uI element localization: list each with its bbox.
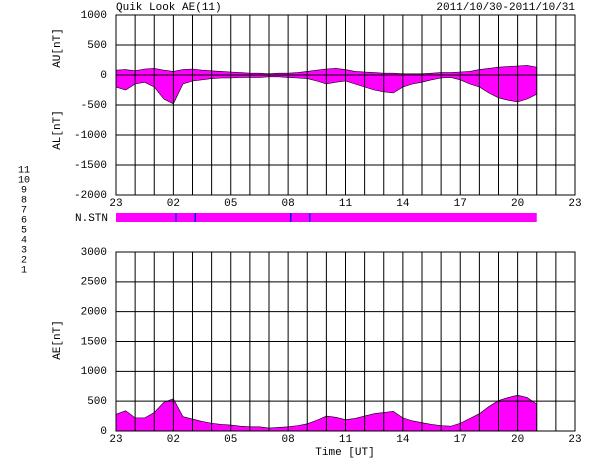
y-tick-label: 2000 <box>81 307 107 319</box>
y-tick-label: 500 <box>87 40 107 52</box>
station-legend-label: 5 <box>21 226 27 237</box>
station-segment <box>195 213 291 222</box>
y-tick-label: 0 <box>100 426 107 438</box>
x-tick-label: 20 <box>511 198 524 210</box>
x-tick-label: 02 <box>167 434 180 446</box>
x-tick-label: 05 <box>224 198 237 210</box>
y-tick-label: -1000 <box>74 130 107 142</box>
station-legend-label: 2 <box>21 256 27 267</box>
x-tick-label: 23 <box>109 198 122 210</box>
station-legend-label: 4 <box>21 236 27 247</box>
station-legend-label: 1 <box>21 266 27 277</box>
date-range: 2011/10/30-2011/10/31 <box>436 2 575 14</box>
station-segment <box>175 213 177 222</box>
y-tick-label: 2500 <box>81 277 107 289</box>
x-tick-label: 14 <box>396 434 410 446</box>
y-tick-label: 1500 <box>81 336 107 348</box>
x-tick-label: 05 <box>224 434 237 446</box>
station-segment <box>116 213 176 222</box>
plot-frame <box>115 14 576 196</box>
x-tick-label: 11 <box>339 198 353 210</box>
x-tick-label: 23 <box>568 434 581 446</box>
station-legend-label: 8 <box>21 196 27 207</box>
n-stn-label: N.STN <box>75 213 108 225</box>
x-tick-label: 08 <box>282 434 295 446</box>
x-tick-label: 17 <box>454 198 467 210</box>
y-tick-label: 0 <box>100 70 107 82</box>
x-tick-label: 23 <box>568 198 581 210</box>
y-axis-label: AU[nT] <box>52 28 64 68</box>
y-tick-label: 500 <box>87 396 107 408</box>
x-axis-label: Time [UT] <box>315 447 374 459</box>
plot-frame <box>115 251 576 432</box>
x-tick-label: 08 <box>282 198 295 210</box>
y-axis-label: AL[nT] <box>52 110 64 150</box>
station-segment <box>291 213 310 222</box>
station-segment <box>194 213 196 222</box>
station-segment <box>309 213 311 222</box>
station-segment <box>176 213 195 222</box>
chart-title: Quik Look AE(11) <box>116 2 222 14</box>
station-legend-label: 9 <box>21 186 27 197</box>
y-tick-label: -1500 <box>74 160 107 172</box>
station-legend-label: 7 <box>21 206 27 217</box>
station-segment <box>290 213 292 222</box>
station-segment <box>310 213 537 222</box>
y-tick-label: 1000 <box>81 10 107 22</box>
y-tick-label: 1000 <box>81 366 107 378</box>
y-tick-label: -500 <box>81 100 107 112</box>
station-legend-label: 11 <box>18 166 30 177</box>
x-tick-label: 14 <box>396 198 410 210</box>
x-tick-label: 17 <box>454 434 467 446</box>
x-tick-label: 20 <box>511 434 524 446</box>
y-tick-label: -2000 <box>74 190 107 202</box>
x-tick-label: 23 <box>109 434 122 446</box>
x-tick-label: 02 <box>167 198 180 210</box>
y-axis-label: AE[nT] <box>52 320 64 360</box>
y-tick-label: 3000 <box>81 247 107 259</box>
x-tick-label: 11 <box>339 434 353 446</box>
station-legend-label: 10 <box>18 176 30 187</box>
station-legend-label: 3 <box>21 246 27 257</box>
station-legend-label: 6 <box>21 216 27 227</box>
